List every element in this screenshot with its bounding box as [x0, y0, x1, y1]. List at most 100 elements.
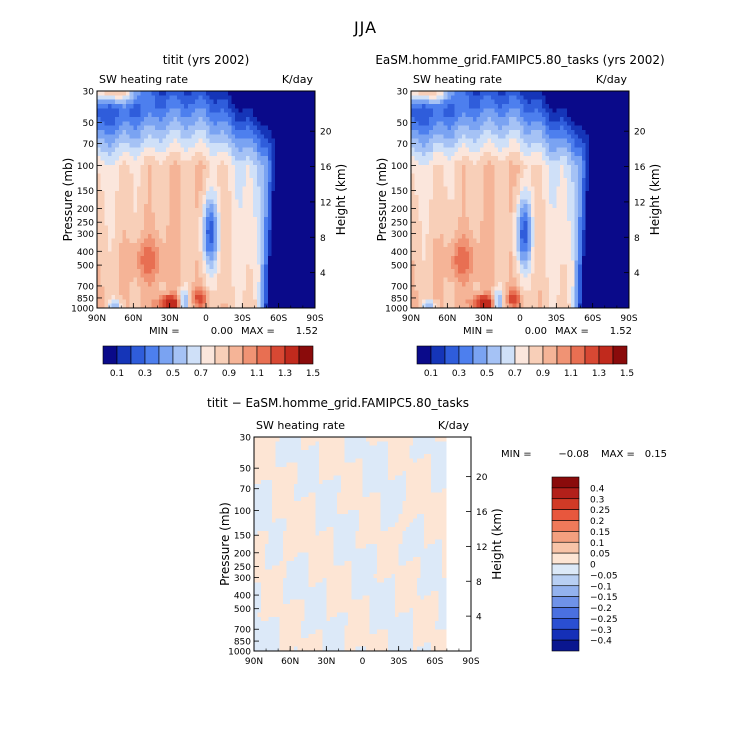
field-cell: [264, 203, 269, 209]
field-cell: [206, 195, 211, 201]
field-cell: [534, 203, 539, 209]
field-cell: [264, 225, 269, 231]
field-cell: [432, 99, 438, 105]
field-cell: [107, 117, 113, 122]
field-cell: [147, 125, 153, 131]
field-cell: [206, 212, 211, 218]
field-cell: [238, 286, 243, 292]
field-cell: [126, 134, 131, 140]
field-cell: [436, 138, 441, 144]
field-cell: [282, 199, 287, 205]
field-cell: [465, 169, 470, 175]
field-cell: [206, 294, 211, 300]
field-cell: [275, 125, 280, 131]
field-cell: [271, 121, 276, 127]
field-cell: [614, 190, 619, 196]
field-cell: [238, 199, 243, 205]
field-cell: [585, 143, 590, 149]
field-cell: [450, 117, 456, 122]
field-cell: [304, 225, 309, 231]
field-cell: [271, 104, 276, 109]
field-cell: [421, 195, 427, 201]
field-cell: [509, 177, 514, 183]
field-cell: [425, 112, 430, 118]
field-cell: [538, 104, 543, 109]
field-cell: [184, 238, 189, 244]
field-cell: [578, 143, 583, 149]
field-cell: [220, 286, 225, 292]
field-cell: [260, 121, 265, 127]
field-cell: [282, 212, 287, 218]
field-cell: [107, 268, 113, 274]
field-cell: [100, 286, 105, 292]
field-cell: [169, 108, 174, 114]
field-cell: [191, 125, 196, 131]
field-cell: [304, 169, 309, 175]
field-cell: [271, 134, 276, 140]
field-cell: [483, 121, 488, 127]
field-cell: [411, 169, 416, 175]
field-cell: [216, 268, 222, 274]
field-cell: [512, 121, 517, 127]
field-cell: [512, 108, 517, 114]
field-cell: [122, 125, 127, 131]
field-cell: [454, 203, 459, 209]
field-cell: [122, 99, 127, 105]
field-cell: [122, 164, 127, 170]
field-cell: [278, 108, 283, 114]
field-cell: [512, 117, 517, 122]
field-cell: [509, 143, 514, 149]
field-cell: [144, 299, 149, 305]
field-cell: [450, 173, 456, 179]
field-cell: [607, 190, 612, 196]
field-cell: [144, 125, 149, 131]
pressure-tick-label: 200: [77, 205, 94, 215]
field-cell: [224, 138, 229, 144]
field-cell: [242, 151, 247, 157]
field-cell: [191, 199, 196, 205]
field-cell: [155, 255, 160, 261]
field-cell: [509, 160, 514, 166]
field-cell: [443, 190, 448, 196]
field-cell: [126, 125, 131, 131]
field-cell: [585, 169, 590, 175]
field-cell: [296, 273, 302, 279]
field-cell: [607, 91, 612, 96]
field-cell: [213, 208, 218, 214]
field-cell: [512, 143, 517, 149]
field-cell: [490, 199, 496, 205]
field-cell: [100, 99, 105, 105]
field-cell: [512, 138, 517, 144]
field-cell: [213, 138, 218, 144]
field-cell: [534, 216, 539, 222]
field-cell: [206, 134, 211, 140]
field-cell: [158, 273, 163, 279]
field-cell: [574, 169, 579, 175]
field-cell: [206, 130, 211, 135]
field-cell: [443, 169, 448, 175]
field-cell: [472, 199, 477, 205]
field-cell: [425, 199, 430, 205]
field-cell: [126, 130, 131, 135]
field-cell: [425, 108, 430, 114]
field-cell: [249, 268, 254, 274]
field-cell: [559, 186, 565, 192]
field-cell: [166, 286, 171, 292]
field-cell: [296, 255, 302, 261]
field-cell: [505, 104, 510, 109]
field-cell: [490, 91, 496, 96]
field-cell: [206, 91, 211, 96]
field-cell: [574, 164, 579, 170]
field-cell: [169, 212, 174, 218]
field-cell: [440, 156, 445, 162]
field-cell: [176, 273, 182, 279]
field-cell: [418, 177, 423, 183]
field-cell: [162, 160, 167, 166]
field-cell: [151, 138, 156, 144]
field-cell: [501, 91, 507, 96]
field-cell: [198, 273, 203, 279]
field-cell: [264, 268, 269, 274]
field-cell: [209, 151, 214, 157]
field-cell: [509, 169, 514, 175]
field-cell: [151, 199, 156, 205]
